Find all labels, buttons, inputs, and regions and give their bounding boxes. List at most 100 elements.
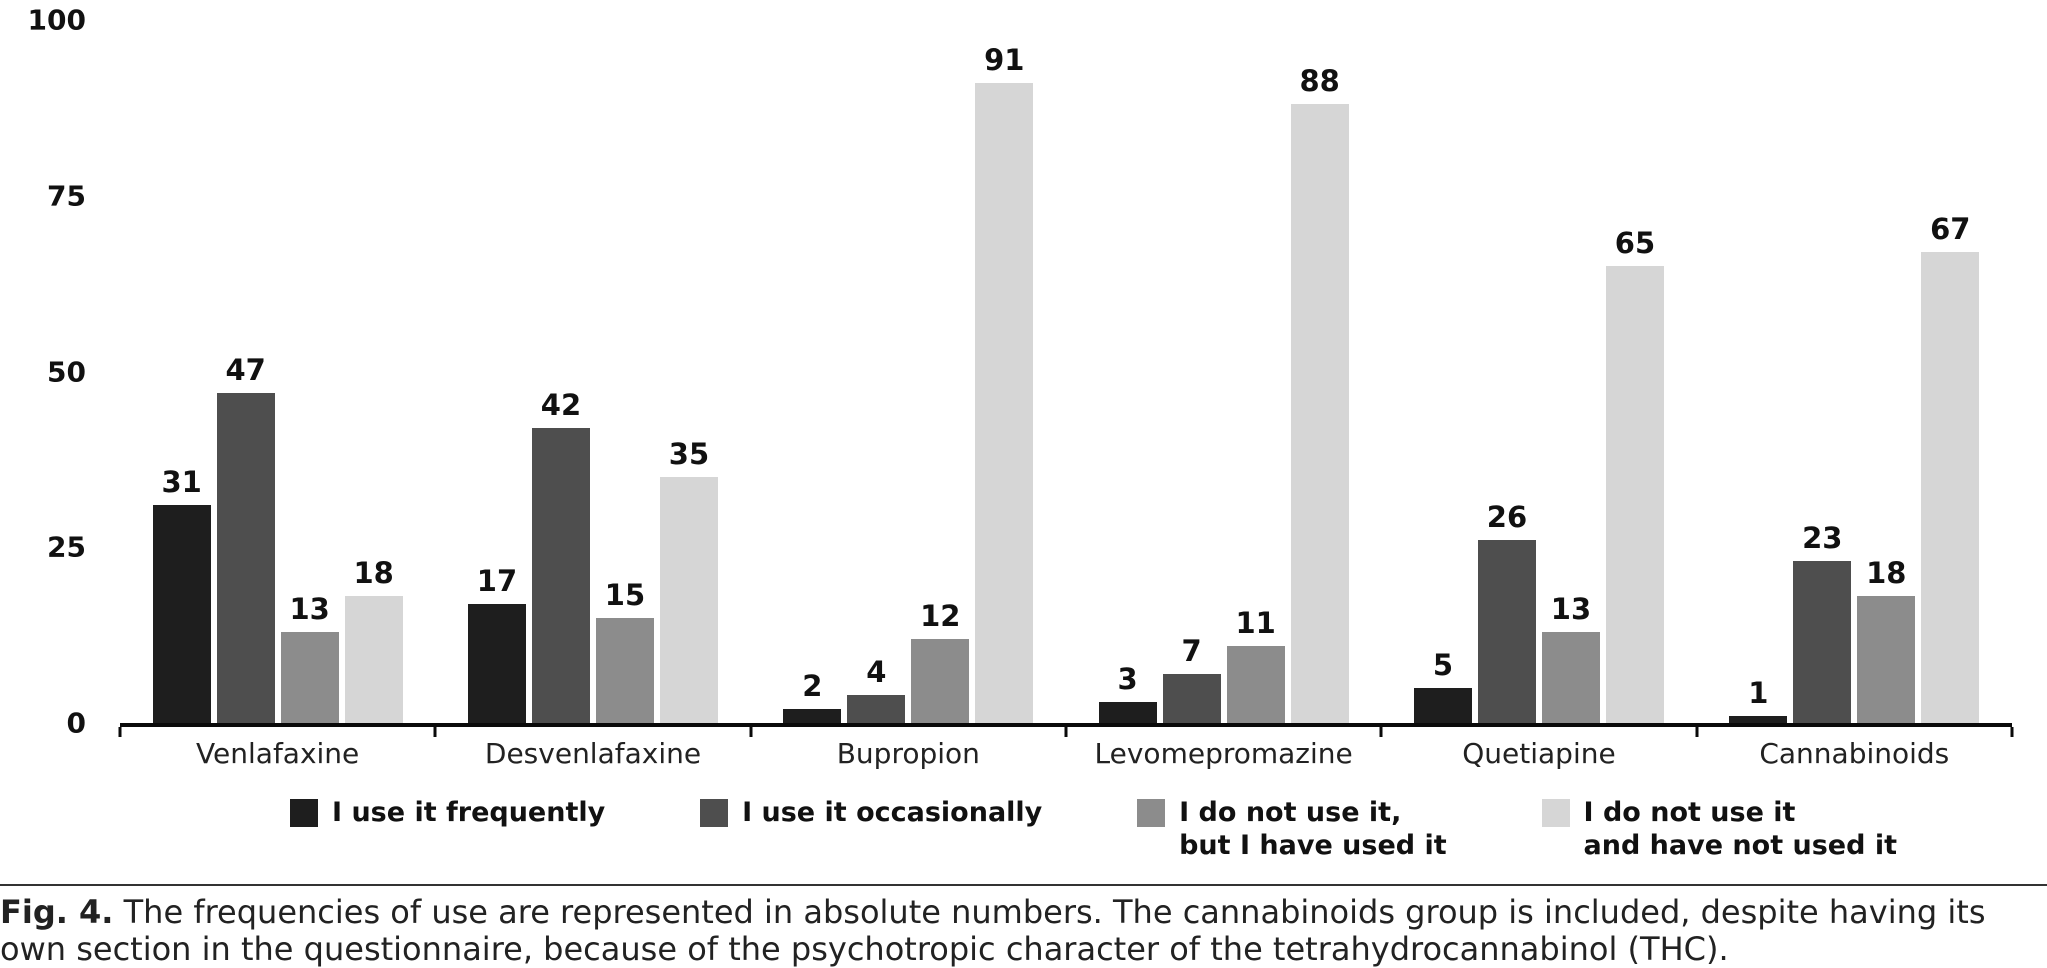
bar [344,596,403,723]
x-axis-tick [433,727,437,737]
bar-with-label: 15 [595,577,654,723]
bar-with-label: 26 [1477,500,1536,723]
bar-value-label: 31 [161,465,202,500]
bar-value-label: 47 [225,352,266,387]
bar [975,83,1034,723]
bar [659,476,718,723]
bar [280,631,339,723]
bar-value-label: 13 [289,591,330,626]
bar-value-label: 35 [668,436,710,471]
y-axis-tick-label: 75 [47,179,86,213]
bar [1413,687,1472,723]
category-label: Cannabinoids [1759,737,1950,770]
bar-with-label: 7 [1162,633,1221,723]
y-axis-tick-label: 100 [27,3,86,37]
bar [1541,631,1600,723]
bar [1729,715,1788,723]
bar-value-label: 4 [866,654,887,689]
legend-label: I use it occasionally [742,797,1043,828]
bar-value-label: 65 [1614,226,1656,261]
plot-area: 31 47 13 18 Venlafaxine 17 42 15 35 Desvenlafaxin… [118,20,2014,770]
bar-groups: 31 47 13 18 Venlafaxine 17 42 15 35 Desvenlafaxin… [120,20,2012,770]
bar-value-label: 91 [984,43,1025,78]
bar-with-label: 91 [975,43,1034,723]
bar-with-label: 2 [783,668,842,723]
bar-with-label: 88 [1290,64,1349,723]
x-axis-tick [1695,727,1699,737]
bars: 5 26 13 65 [1381,20,1696,723]
bars: 1 23 18 67 [1697,20,2012,723]
bar-value-label: 13 [1550,591,1592,626]
bar [531,427,590,723]
bar-value-label: 42 [540,387,582,422]
bar-with-label: 5 [1413,647,1472,723]
bar-group-bupropion: 2 4 12 91 Bupropion [751,20,1066,770]
bar-group-levomepromazine: 3 7 11 88 Levomepromazine [1066,20,1381,770]
bar-value-label: 23 [1802,521,1843,556]
bar-with-label: 65 [1605,226,1664,723]
bar-value-label: 2 [802,668,823,703]
bar [152,505,211,723]
bar [1605,266,1664,723]
bar-with-label: 3 [1098,662,1157,723]
bar [1477,540,1536,723]
bar-with-label: 31 [152,465,211,723]
category-label: Levomepromazine [1094,737,1353,770]
bar-value-label: 88 [1299,64,1340,99]
x-axis-tick [1379,727,1383,737]
y-axis: 0 25 50 75 100 [0,4,120,740]
bar-with-label: 13 [1541,591,1600,723]
bar-group-cannabinoids: 1 23 18 67 Cannabinoids [1697,20,2012,770]
x-axis-tick [749,727,753,737]
y-axis-tick-label: 0 [66,706,86,740]
bar-group-quetiapine: 5 26 13 65 Quetiapine [1381,20,1696,770]
x-axis-tick [118,727,122,737]
x-axis-tick [1064,727,1068,737]
bar-with-label: 4 [847,654,906,723]
bar [1226,645,1285,723]
bar-with-label: 11 [1226,605,1285,723]
legend-swatch [290,799,318,827]
x-axis-line [120,723,2012,727]
bar-value-label: 15 [604,577,646,612]
bar-group-venlafaxine: 31 47 13 18 Venlafaxine [120,20,435,770]
bar [1921,252,1980,723]
bar [783,708,842,723]
bar [1162,673,1221,723]
legend-swatch [1541,799,1570,827]
bar-with-label: 23 [1793,521,1852,723]
bar-value-label: 5 [1432,647,1454,682]
bar-value-label: 7 [1181,633,1202,668]
y-axis-tick-label: 25 [47,530,86,564]
category-label: Venlafaxine [196,737,360,770]
bar-with-label: 13 [280,591,339,723]
bar [1793,561,1852,723]
legend-swatch [700,799,729,827]
bar [216,392,275,723]
bar-value-label: 12 [920,598,961,633]
bar-value-label: 26 [1486,500,1528,535]
bar-value-label: 18 [1866,556,1907,591]
bar-value-label: 67 [1930,212,1971,246]
bar-with-label: 47 [216,352,275,723]
legend-item: I use it frequently [290,796,605,829]
bar-value-label: 11 [1235,605,1276,640]
bar [847,694,906,723]
category-label: Desvenlafaxine [484,737,702,770]
bar-group-desvenlafaxine: 17 42 15 35 Desvenlafaxine [435,20,750,770]
legend-item: I do not use it and have not used it [1541,796,1898,862]
bar [595,617,654,723]
legend-item: I do not use it, but I have used it [1137,796,1447,862]
bar-value-label: 17 [476,563,518,598]
legend-item: I use it occasionally [700,796,1042,829]
bar-with-label: 12 [911,598,970,723]
bar [911,638,970,723]
legend-label: I do not use it and have not used it [1583,797,1898,861]
figure-caption-label: Fig. 4. [0,893,114,931]
category-label: Quetiapine [1462,737,1616,770]
legend-label: I do not use it, but I have used it [1179,797,1447,861]
legend-label: I use it frequently [332,797,606,828]
bar-with-label: 18 [1857,556,1916,723]
bar-with-label: 1 [1729,676,1788,723]
